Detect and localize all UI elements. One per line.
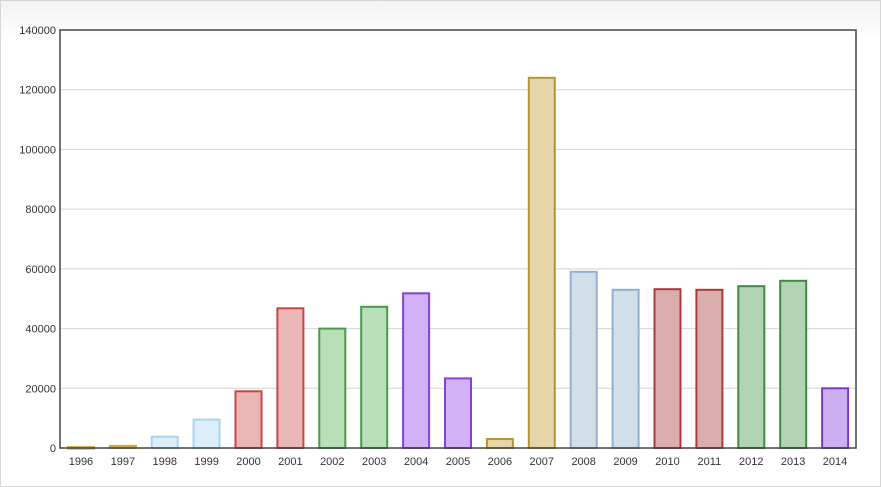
x-tick-label: 2008 bbox=[571, 456, 595, 468]
x-tick-label: 1998 bbox=[152, 456, 176, 468]
x-tick-label: 2006 bbox=[488, 456, 512, 468]
gridlines bbox=[60, 89, 856, 389]
bars bbox=[67, 76, 850, 450]
x-axis-tick-labels: 1996 1997 1998 1999 2000 2001 2002 2003 2004 2005… bbox=[69, 456, 848, 468]
y-tick-label: 20000 bbox=[25, 383, 56, 395]
x-tick-label: 1996 bbox=[69, 456, 93, 468]
bar-2000[interactable] bbox=[234, 390, 263, 449]
x-tick-label: 2011 bbox=[698, 456, 722, 468]
x-tick-label: 2002 bbox=[320, 456, 344, 468]
x-tick-label: 2009 bbox=[613, 456, 637, 468]
x-tick-label: 1997 bbox=[111, 456, 135, 468]
bar-2009[interactable] bbox=[611, 288, 640, 449]
y-tick-label: 120000 bbox=[19, 85, 56, 97]
y-tick-label: 80000 bbox=[25, 204, 56, 216]
bar-2013[interactable] bbox=[779, 279, 808, 449]
y-axis-tick-labels: 0 20000 40000 60000 80000 100000 120000 140000 bbox=[19, 25, 56, 455]
bar-2010[interactable] bbox=[653, 288, 682, 450]
bar-2002[interactable] bbox=[318, 327, 347, 450]
bar-2011[interactable] bbox=[695, 288, 724, 449]
x-tick-label: 2000 bbox=[236, 456, 260, 468]
y-tick-label: 0 bbox=[50, 443, 56, 455]
y-tick-label: 140000 bbox=[19, 25, 56, 37]
bar-2005[interactable] bbox=[444, 377, 472, 449]
y-tick-label: 60000 bbox=[25, 264, 56, 276]
bar-2001[interactable] bbox=[276, 307, 305, 449]
y-tick-label: 100000 bbox=[19, 144, 56, 156]
bar-2008[interactable] bbox=[569, 270, 598, 449]
x-tick-label: 1999 bbox=[194, 456, 218, 468]
x-tick-label: 2001 bbox=[278, 456, 302, 468]
bar-2014[interactable] bbox=[821, 387, 850, 449]
x-tick-label: 2007 bbox=[530, 456, 554, 468]
x-tick-label: 2004 bbox=[404, 456, 428, 468]
bar-2012[interactable] bbox=[737, 285, 766, 450]
x-tick-label: 2003 bbox=[362, 456, 386, 468]
bar-1998[interactable] bbox=[150, 435, 179, 450]
x-tick-label: 2013 bbox=[781, 456, 805, 468]
bar-2004[interactable] bbox=[402, 292, 431, 449]
x-tick-label: 2012 bbox=[739, 456, 763, 468]
x-tick-label: 2014 bbox=[823, 456, 847, 468]
x-tick-label: 2005 bbox=[446, 456, 470, 468]
bar-2006[interactable] bbox=[485, 438, 514, 449]
bar-2003[interactable] bbox=[360, 305, 389, 449]
bar-1999[interactable] bbox=[192, 418, 221, 450]
bar-2007[interactable] bbox=[527, 76, 556, 450]
plot-area-border bbox=[59, 29, 857, 449]
y-tick-label: 40000 bbox=[25, 324, 56, 336]
x-tick-label: 2010 bbox=[655, 456, 679, 468]
